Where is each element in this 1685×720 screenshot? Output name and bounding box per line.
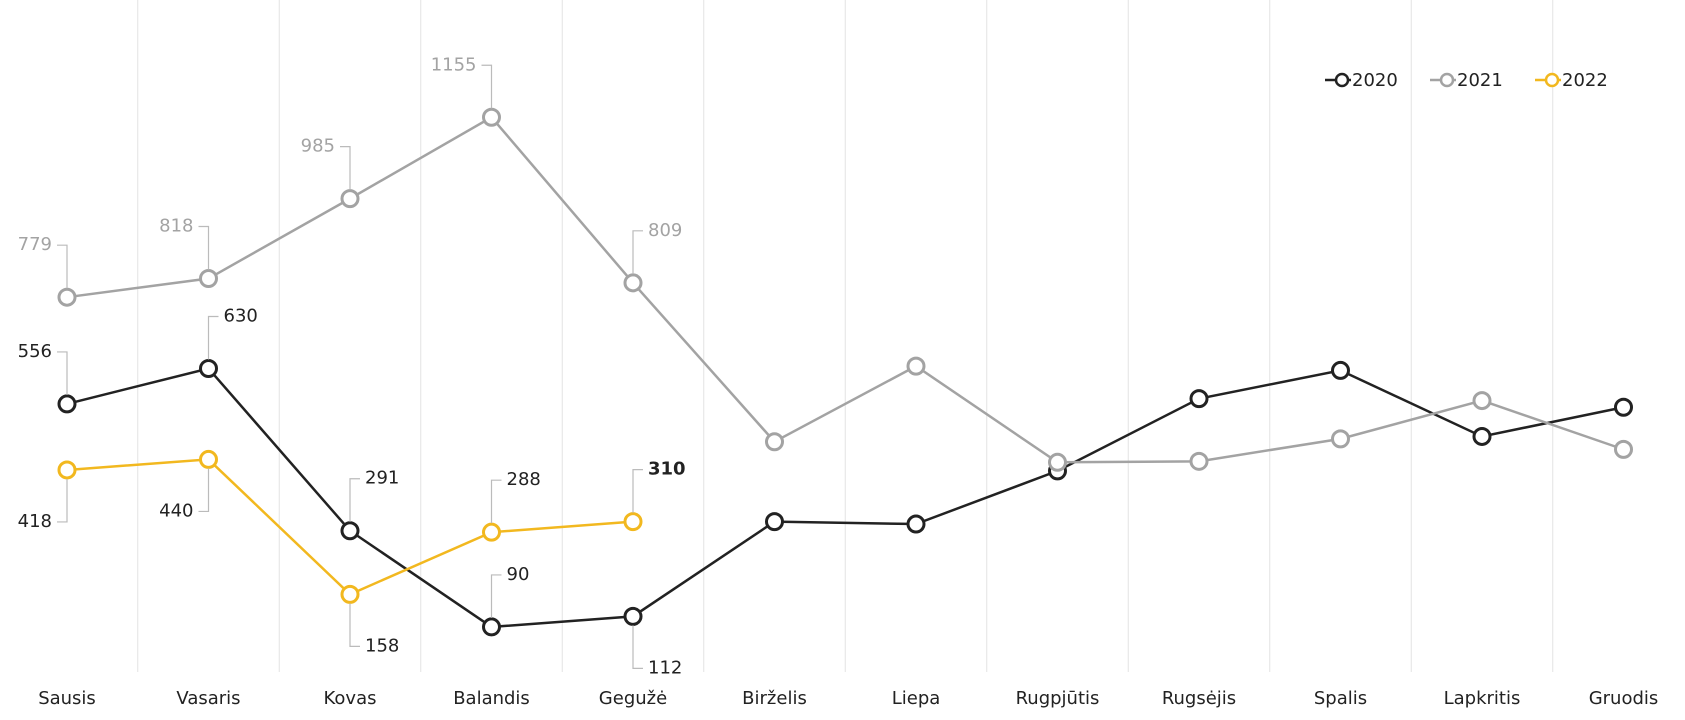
leader-line — [207, 315, 219, 360]
leader-line — [198, 468, 210, 513]
point — [340, 521, 360, 541]
leader-line — [198, 225, 210, 270]
point — [1472, 391, 1492, 411]
point — [1614, 439, 1633, 459]
data-label: 809 — [648, 220, 682, 241]
point — [1189, 389, 1209, 409]
data-label: 291 — [365, 468, 399, 489]
leader-line — [349, 603, 360, 647]
point — [199, 359, 218, 378]
point — [765, 512, 784, 532]
point — [340, 189, 360, 209]
point — [482, 522, 501, 542]
point — [1331, 429, 1350, 449]
x-tick-label: Lapkritis — [1444, 688, 1521, 709]
leader-line — [632, 469, 643, 513]
legend-label: 2022 — [1562, 70, 1608, 91]
point — [623, 606, 643, 626]
point — [57, 394, 77, 414]
point — [623, 512, 643, 532]
point — [340, 584, 360, 604]
data-label: 288 — [507, 469, 541, 490]
series: 779 818 985 1155 809 — [18, 54, 1633, 472]
legend-label: 2021 — [1457, 70, 1503, 91]
point — [1331, 360, 1350, 380]
x-tick-label: Sausis — [38, 688, 96, 709]
x-tick-label: Spalis — [1314, 688, 1367, 709]
x-tick-label: Vasaris — [176, 688, 240, 709]
data-label: 158 — [365, 635, 399, 656]
point — [906, 514, 926, 534]
line — [66, 367, 1624, 629]
point — [765, 432, 784, 452]
data-label: 418 — [18, 511, 52, 532]
data-label: 310 — [648, 459, 686, 480]
leader-line — [57, 351, 68, 395]
x-tick-label: Liepa — [892, 688, 941, 709]
point — [1189, 451, 1209, 471]
point — [482, 617, 501, 637]
data-label: 985 — [301, 136, 335, 157]
series: 556 630 291 90 112 — [18, 306, 1633, 678]
data-label: 440 — [159, 500, 193, 521]
leader-line — [632, 230, 643, 274]
point — [57, 287, 77, 307]
x-tick-label: Rugsėjis — [1162, 688, 1236, 709]
point — [482, 107, 501, 127]
leader-line — [490, 479, 502, 524]
data-label: 1155 — [431, 54, 477, 75]
leader-line — [481, 64, 493, 109]
leader-line — [57, 244, 68, 289]
point — [199, 269, 218, 289]
point — [1614, 397, 1633, 417]
leader-line — [632, 625, 643, 669]
data-label: 630 — [224, 306, 258, 327]
x-tick-label: Birželis — [742, 688, 807, 709]
data-label: 90 — [507, 564, 530, 585]
line — [66, 115, 1624, 464]
legend-marker — [1439, 72, 1455, 88]
point — [906, 356, 926, 376]
point — [623, 273, 643, 293]
legend-marker — [1544, 72, 1560, 88]
leader-line — [57, 478, 68, 523]
x-tick-label: Kovas — [324, 688, 377, 709]
x-tick-label: Gegužė — [599, 688, 667, 709]
legend-label: 2020 — [1352, 70, 1398, 91]
legend-marker — [1334, 72, 1350, 88]
data-label: 779 — [18, 234, 52, 255]
x-tick-label: Gruodis — [1589, 688, 1659, 709]
x-tick-label: Rugpjūtis — [1016, 688, 1100, 709]
point — [199, 449, 218, 469]
x-tick-label: Balandis — [453, 688, 530, 709]
series: 418 440 158 288 310 — [18, 449, 686, 656]
point — [57, 460, 77, 480]
point — [1048, 452, 1067, 472]
data-label: 556 — [18, 341, 52, 362]
leader-line — [490, 574, 502, 618]
leader-line — [340, 146, 351, 190]
point — [1472, 426, 1492, 446]
data-label: 818 — [159, 216, 193, 237]
data-label: 112 — [648, 657, 682, 678]
legend: 2020 2021 2022 — [1325, 70, 1608, 91]
leader-line — [349, 478, 360, 522]
